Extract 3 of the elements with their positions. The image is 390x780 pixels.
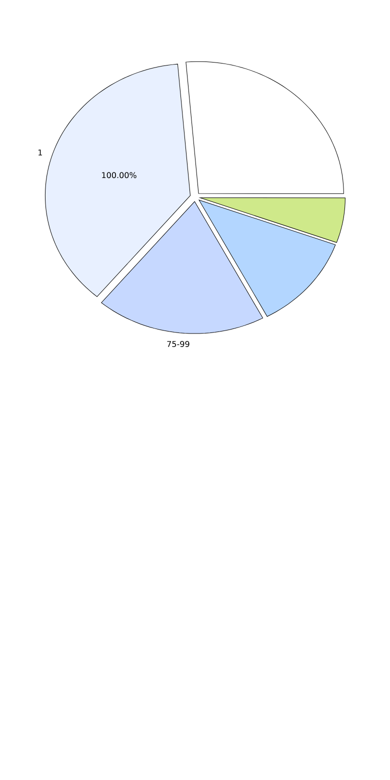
slice-label: 75-99 [167,340,190,348]
text: 100.00% [102,172,136,178]
slice-label: 1 [38,150,42,156]
